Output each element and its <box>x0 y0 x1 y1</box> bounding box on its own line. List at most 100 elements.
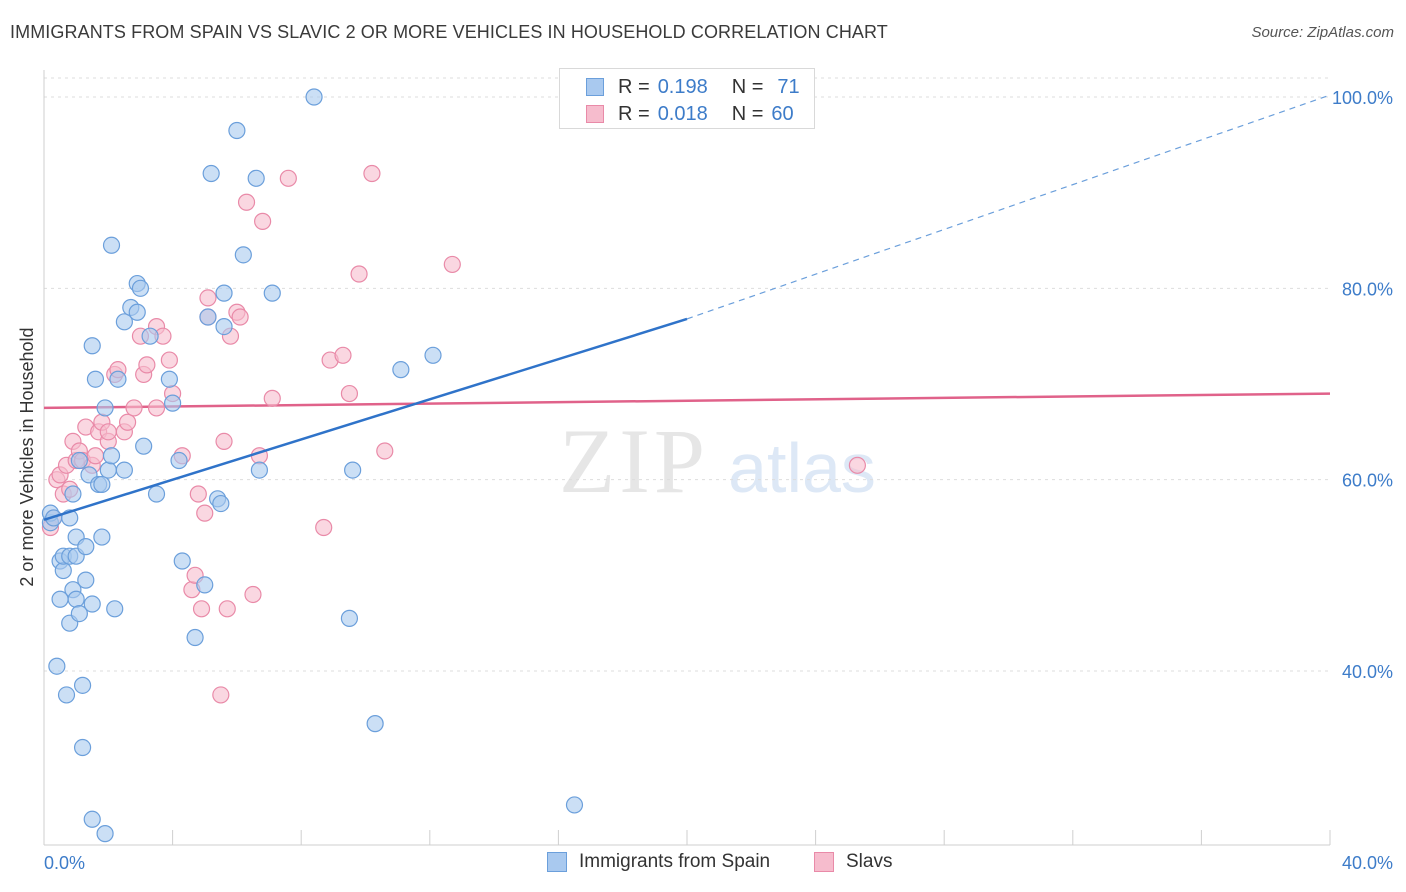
scatter-points <box>41 88 866 843</box>
watermark-zip: ZIP <box>559 410 709 512</box>
y-axis-label: 2 or more Vehicles in Household <box>17 327 37 586</box>
spain-point <box>366 715 384 733</box>
slavs-point <box>118 413 137 431</box>
spain-point <box>93 528 111 546</box>
trend-lines-spain <box>43 94 1331 522</box>
slavs-point <box>160 351 178 369</box>
spain-point <box>83 337 101 355</box>
slavs-point <box>138 356 156 374</box>
spain-point <box>73 676 92 694</box>
legend-n-value-slavs: 60 <box>771 102 794 125</box>
bottom-legend-swatch-spain <box>547 852 567 872</box>
spain-point <box>115 313 133 331</box>
slavs-point <box>99 423 117 441</box>
spain-point <box>131 279 150 297</box>
y-tick-label: 80.0% <box>1342 279 1393 299</box>
bottom-legend-label-spain: Immigrants from Spain <box>579 851 771 872</box>
spain-point <box>424 346 442 364</box>
spain-point <box>77 538 95 556</box>
spain-point <box>164 394 182 412</box>
spain-point <box>250 461 269 479</box>
spain-point <box>135 437 153 455</box>
spain-point <box>106 600 124 618</box>
trend-lines-slavs <box>43 392 1331 410</box>
slavs-point <box>199 289 217 307</box>
grid-lines <box>44 77 1330 672</box>
watermark: ZIP atlas <box>559 410 876 512</box>
legend-n-label: N = <box>731 102 764 125</box>
slavs-point <box>218 600 236 618</box>
legend-r-value-spain: 0.198 <box>657 75 708 98</box>
spain-point <box>57 686 76 704</box>
spain-point <box>115 461 133 479</box>
slavs-point <box>340 384 359 403</box>
slavs-point <box>279 169 297 187</box>
legend-swatch-slavs <box>586 105 604 123</box>
slavs-point <box>231 308 249 326</box>
spain-point <box>83 595 101 613</box>
slavs-point <box>443 255 461 274</box>
bottom-legend-spain: Immigrants from Spain <box>547 851 770 873</box>
spain-point <box>141 327 159 345</box>
slavs-point <box>86 447 105 465</box>
spain-point <box>99 461 117 479</box>
spain-point <box>344 461 362 479</box>
spain-point <box>102 447 121 465</box>
slavs-point <box>334 346 352 364</box>
spain-trend-extension <box>686 94 1331 320</box>
spain-point <box>83 810 101 828</box>
spain-point <box>67 590 85 608</box>
slavs-point <box>189 485 207 503</box>
spain-point <box>48 657 66 675</box>
spain-point <box>73 738 92 757</box>
bottom-legend-swatch-slavs <box>814 852 834 872</box>
spain-point <box>77 571 95 589</box>
legend-r-label: R = <box>618 102 650 125</box>
slavs-point <box>363 164 381 183</box>
spain-point <box>102 236 121 254</box>
spain-point <box>212 494 230 513</box>
correlation-legend: R = 0.198 N = 71 R = 0.018 N = 60 <box>559 68 815 129</box>
slavs-point <box>350 265 368 283</box>
spain-point <box>128 303 146 321</box>
slavs-point <box>237 193 256 211</box>
x-tick-label-max: 40.0% <box>1342 853 1393 873</box>
spain-point <box>160 370 178 388</box>
spain-point <box>64 485 82 503</box>
axes <box>43 70 1331 846</box>
slavs-point <box>192 600 211 618</box>
spain-point <box>109 370 127 388</box>
spain-point <box>565 796 584 814</box>
legend-r-value-slavs: 0.018 <box>657 102 708 125</box>
slavs-point <box>215 432 233 450</box>
spain-point <box>96 399 114 417</box>
slavs-point <box>244 585 262 604</box>
slavs-point <box>315 518 333 537</box>
legend-r-label: R = <box>618 75 650 98</box>
source-credit: Source: ZipAtlas.com <box>1251 24 1394 41</box>
spain-point <box>93 475 111 494</box>
slavs-point <box>212 686 230 704</box>
spain-point <box>86 370 105 388</box>
slavs-point <box>125 399 143 417</box>
spain-point <box>340 609 359 627</box>
spain-point <box>215 318 233 336</box>
spain-point <box>202 164 220 183</box>
y-tick-label: 100.0% <box>1332 88 1393 108</box>
spain-point <box>228 121 246 140</box>
spain-point <box>199 308 217 326</box>
spain-point <box>96 825 114 843</box>
spain-point <box>186 628 204 647</box>
bottom-legend-slavs: Slavs <box>814 851 892 873</box>
slavs-point <box>848 456 866 474</box>
axis-labels: 40.0% 60.0% 80.0% 100.0% 0.0% 40.0% <box>44 88 1393 873</box>
spain-point <box>234 246 252 264</box>
slavs-point <box>254 212 272 230</box>
bottom-legend-label-slavs: Slavs <box>846 851 893 872</box>
spain-point <box>54 561 72 580</box>
legend-swatch-spain <box>586 78 604 96</box>
slavs-trend-line <box>43 392 1331 410</box>
spain-point <box>70 451 88 470</box>
legend-row-spain: R = 0.198 N = 71 <box>586 74 800 100</box>
